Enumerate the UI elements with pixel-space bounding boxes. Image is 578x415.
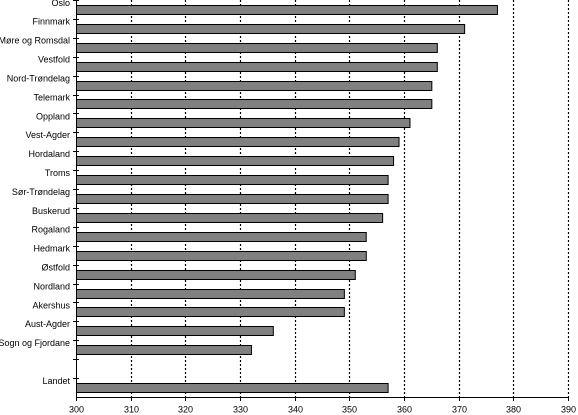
bar-aust-agder	[76, 326, 274, 336]
category-label: Møre og Romsdal	[0, 36, 70, 46]
bar-buskerud	[76, 213, 384, 223]
category-label: Østfold	[41, 262, 70, 272]
x-tick-label: 350	[342, 404, 357, 414]
axes	[73, 0, 569, 401]
category-label: Sogn og Fjordane	[0, 338, 70, 348]
category-label: Oslo	[51, 0, 70, 8]
bar-telemark	[76, 99, 433, 109]
x-tick-label: 360	[397, 404, 412, 414]
bar-østfold	[76, 270, 356, 280]
category-label: Rogaland	[31, 225, 70, 235]
bar-troms	[76, 175, 389, 185]
category-label: Akershus	[32, 300, 70, 310]
category-label: Landet	[42, 376, 70, 386]
bar-sør-trøndelag	[76, 194, 389, 204]
bar-vestfold	[76, 62, 438, 72]
bar-nordland	[76, 289, 345, 299]
category-label: Sør-Trøndelag	[12, 187, 70, 197]
category-label: Nord-Trøndelag	[7, 73, 70, 83]
bar-rogaland	[76, 232, 367, 242]
bars	[76, 5, 498, 393]
bar-møre-og-romsdal	[76, 43, 438, 53]
bar-nord-trøndelag	[76, 81, 433, 91]
category-label: Finnmark	[32, 17, 70, 27]
bar-landet	[76, 383, 389, 393]
category-label: Nordland	[33, 281, 70, 291]
bar-vest-agder	[76, 137, 400, 147]
x-tick-label: 380	[506, 404, 521, 414]
category-label: Troms	[45, 168, 71, 178]
bar-oppland	[76, 118, 411, 128]
x-tick-label: 340	[288, 404, 303, 414]
category-label: Hordaland	[28, 149, 70, 159]
bar-akershus	[76, 307, 345, 317]
category-label: Buskerud	[32, 206, 70, 216]
category-label: Hedmark	[33, 244, 70, 254]
category-label: Vestfold	[38, 55, 70, 65]
x-tick-label: 370	[452, 404, 467, 414]
category-label: Oppland	[36, 111, 70, 121]
category-label: Telemark	[33, 92, 70, 102]
bar-sogn-og-fjordane	[76, 345, 252, 355]
bar-hordaland	[76, 156, 395, 166]
x-tick-label: 390	[561, 404, 576, 414]
x-tick-label: 310	[124, 404, 139, 414]
bar-finnmark	[76, 24, 466, 34]
bar-hedmark	[76, 251, 367, 261]
x-tick-label: 330	[233, 404, 248, 414]
category-label: Aust-Agder	[25, 319, 70, 329]
x-tick-label: 320	[178, 404, 193, 414]
x-tick-label: 300	[69, 404, 84, 414]
bar-oslo	[76, 5, 498, 15]
category-label: Vest-Agder	[25, 130, 70, 140]
